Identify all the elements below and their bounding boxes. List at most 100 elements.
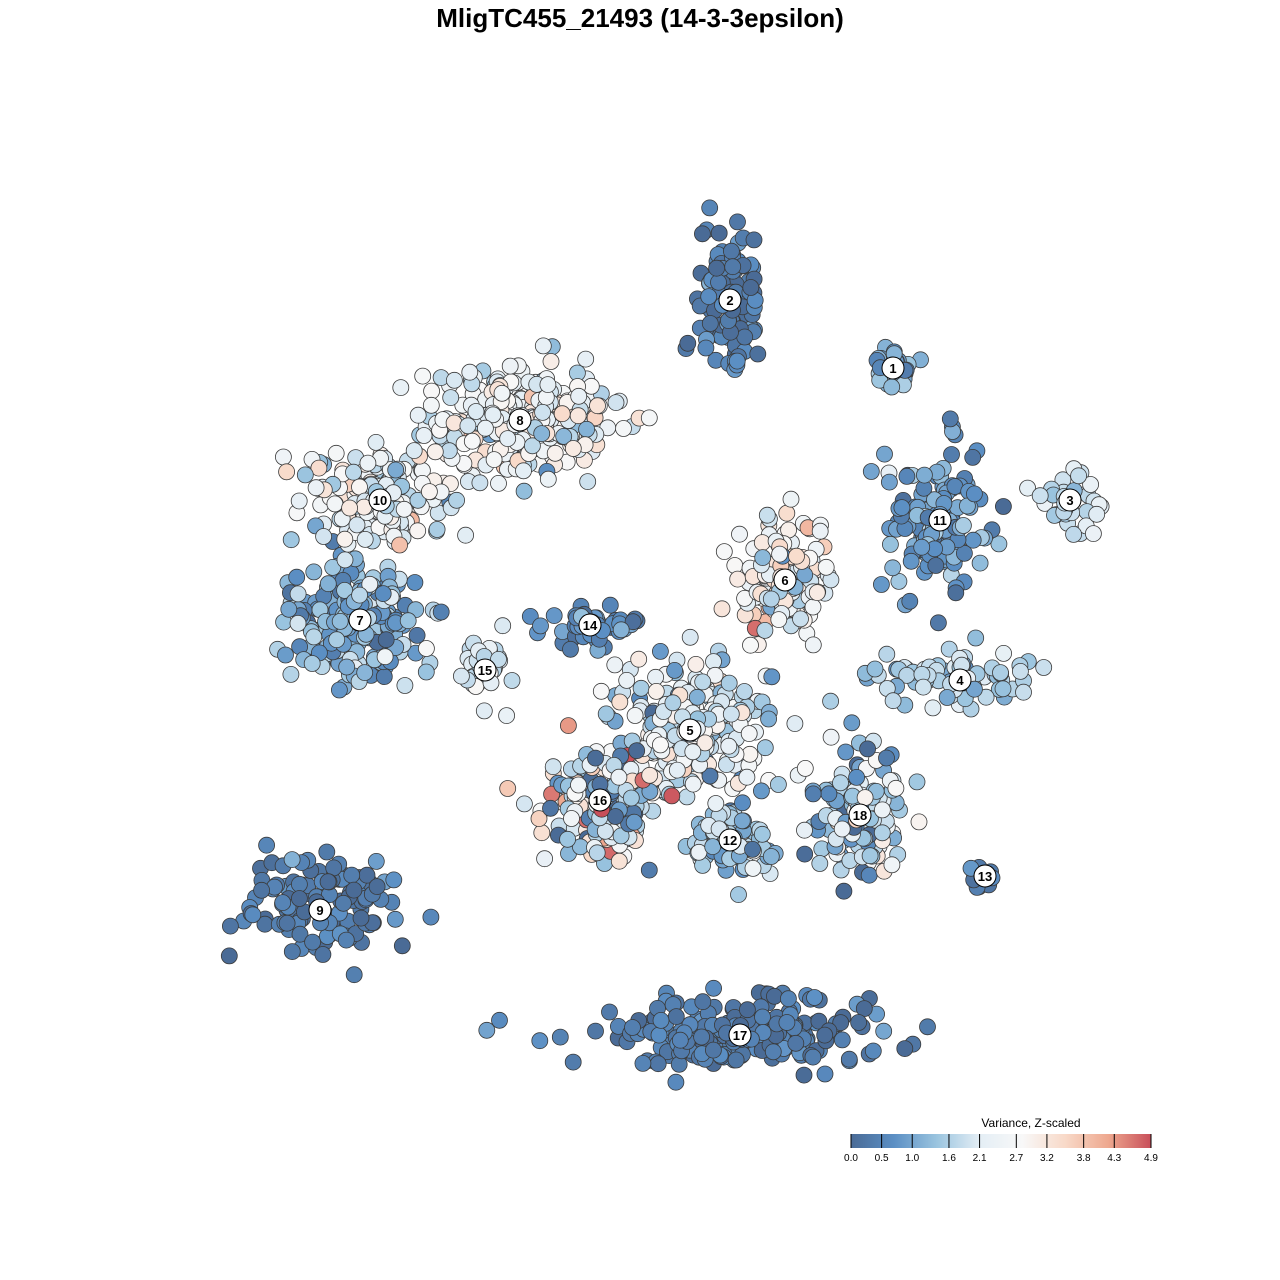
cell-point: [327, 444, 345, 462]
cell-point: [896, 1040, 914, 1057]
cell-point: [330, 681, 348, 699]
cell-point: [422, 396, 440, 414]
cell-point: [428, 521, 446, 538]
cell-point: [731, 525, 748, 543]
cell-point: [524, 437, 541, 455]
cell-point: [1085, 525, 1102, 542]
cell-point: [762, 590, 780, 608]
cell-point: [611, 693, 629, 711]
cell-point: [816, 1026, 834, 1044]
cluster-label-circle: [308, 898, 332, 922]
cell-point: [770, 611, 788, 628]
cell-point: [624, 613, 642, 631]
cell-point: [778, 504, 796, 522]
cell-point: [908, 773, 926, 791]
cell-point: [283, 943, 301, 960]
cluster-label-text: 6: [781, 573, 788, 588]
cell-point: [754, 549, 772, 566]
cell-point: [587, 749, 604, 767]
cell-point: [694, 673, 712, 691]
cluster-label-13: 13: [973, 864, 997, 888]
cell-point: [705, 1041, 722, 1059]
cell-point: [652, 643, 669, 660]
cell-point: [647, 668, 664, 686]
cell-point: [1015, 683, 1032, 701]
cell-point: [376, 648, 394, 666]
cell-point: [442, 389, 460, 407]
cell-point: [345, 966, 363, 984]
cluster-label-circle: [973, 864, 997, 888]
cell-point: [766, 987, 783, 1005]
cluster-label-circle: [1058, 488, 1082, 512]
cell-point: [720, 737, 738, 755]
cell-point: [860, 866, 878, 884]
cell-point: [876, 445, 893, 463]
cell-point: [884, 692, 902, 710]
cluster-label-18: 18: [848, 803, 872, 827]
cell-point: [753, 782, 770, 800]
cell-point: [1012, 663, 1029, 680]
cell-point: [307, 479, 325, 497]
cell-point: [966, 485, 983, 503]
cell-point: [808, 584, 826, 601]
cell-point: [626, 707, 644, 724]
cell-point: [701, 199, 719, 217]
cell-point: [749, 345, 767, 363]
cluster-label-text: 10: [373, 493, 387, 508]
cell-point: [756, 739, 774, 757]
cell-point: [625, 813, 643, 831]
cluster-label-circle: [928, 508, 952, 532]
cell-point: [835, 882, 853, 900]
cell-point: [887, 779, 905, 797]
cell-point: [409, 406, 427, 424]
cell-point: [874, 801, 891, 819]
cell-point: [862, 463, 880, 480]
cell-point: [463, 432, 481, 450]
cell-point: [730, 886, 747, 903]
legend-tick-label: 0.5: [875, 1153, 889, 1164]
cell-point: [640, 861, 658, 879]
cell-point: [971, 554, 989, 572]
cell-point: [395, 500, 413, 518]
cell-point: [837, 743, 855, 761]
cell-point: [694, 993, 712, 1011]
legend-tick-label: 3.8: [1077, 1153, 1091, 1164]
cell-point: [893, 499, 911, 517]
cell-point: [352, 909, 370, 927]
cell-point: [579, 473, 597, 491]
cell-point: [280, 600, 298, 618]
cell-point: [664, 694, 682, 712]
cell-point: [883, 856, 901, 874]
cell-point: [924, 699, 942, 717]
cell-point: [990, 535, 1008, 553]
cluster-label-5: 5: [678, 718, 702, 742]
cell-point: [484, 406, 502, 424]
cell-point: [796, 760, 814, 777]
cell-point: [782, 490, 800, 508]
cell-point: [361, 575, 379, 593]
cell-point: [387, 461, 405, 479]
cell-point: [705, 979, 722, 997]
cell-point: [756, 622, 774, 639]
cell-point: [326, 495, 344, 513]
cell-point: [882, 536, 899, 553]
cluster-label-text: 7: [356, 613, 363, 628]
cell-point: [770, 776, 787, 793]
cell-point: [409, 491, 427, 509]
cell-point: [622, 789, 640, 807]
cell-point: [843, 714, 861, 732]
cell-point: [490, 474, 507, 492]
cell-point: [499, 780, 517, 797]
cell-point: [386, 910, 404, 928]
cell-point: [700, 288, 718, 306]
cell-point: [515, 482, 533, 500]
cell-point: [710, 273, 727, 291]
cell-point: [941, 410, 959, 428]
cell-point: [792, 610, 809, 628]
cell-point: [927, 557, 945, 574]
cell-point: [943, 446, 960, 463]
cell-point: [501, 357, 519, 375]
cell-point: [873, 576, 890, 593]
legend-title: Variance, Z-scaled: [981, 1116, 1080, 1130]
cluster-label-text: 8: [516, 413, 523, 428]
